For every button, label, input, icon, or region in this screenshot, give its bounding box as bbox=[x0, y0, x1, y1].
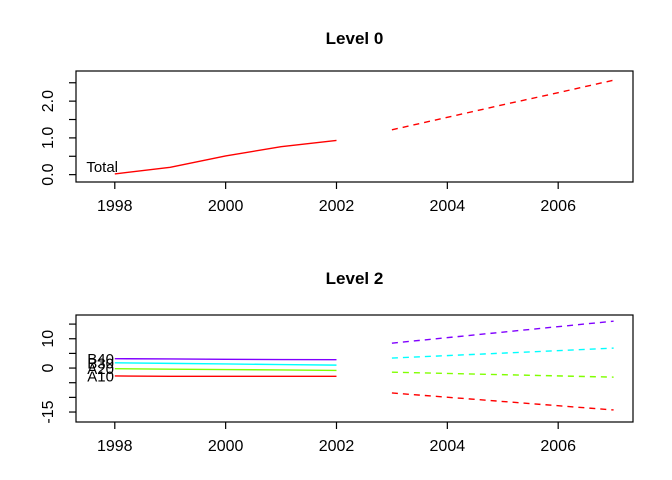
series-line-a20-history bbox=[114, 367, 337, 372]
panel-title-0: Level 0 bbox=[326, 29, 384, 48]
x-tick-label-0: 2004 bbox=[430, 198, 466, 215]
series-line-b30-forecast bbox=[391, 347, 614, 359]
series-line-a20-forecast bbox=[391, 371, 614, 378]
x-tick-label-1: 2000 bbox=[208, 438, 244, 455]
x-tick-label-1: 1998 bbox=[97, 438, 133, 455]
y-tick-label-0: 1.0 bbox=[40, 127, 57, 149]
x-tick-label-0: 1998 bbox=[97, 198, 133, 215]
y-tick-label-1: -15 bbox=[40, 400, 57, 423]
series-label-total: Total bbox=[86, 159, 118, 176]
x-tick-label-0: 2006 bbox=[540, 198, 576, 215]
series-label-b40: B40 bbox=[87, 351, 114, 368]
series-label-a20: A20 bbox=[87, 361, 114, 378]
panel-title-1: Level 2 bbox=[326, 269, 384, 288]
series-line-b30-history bbox=[114, 362, 337, 366]
x-tick-label-1: 2002 bbox=[319, 438, 355, 455]
x-tick-label-1: 2004 bbox=[430, 438, 466, 455]
series-line-b40-forecast bbox=[391, 320, 614, 344]
plot-frame-0 bbox=[75, 70, 634, 183]
series-line-a10-forecast bbox=[391, 392, 614, 411]
series-line-b40-history bbox=[114, 357, 337, 361]
series-label-b30: B30 bbox=[87, 355, 114, 372]
x-tick-label-1: 2006 bbox=[540, 438, 576, 455]
x-tick-label-0: 2002 bbox=[319, 198, 355, 215]
x-tick-label-0: 2000 bbox=[208, 198, 244, 215]
y-tick-label-0: 2.0 bbox=[40, 90, 57, 112]
series-line-total-history bbox=[114, 139, 337, 175]
y-tick-label-1: 10 bbox=[40, 330, 57, 348]
series-line-total-forecast bbox=[391, 79, 614, 131]
y-tick-label-0: 0.0 bbox=[40, 163, 57, 185]
series-label-a10: A10 bbox=[87, 368, 114, 385]
y-tick-label-1: 0 bbox=[40, 364, 57, 373]
